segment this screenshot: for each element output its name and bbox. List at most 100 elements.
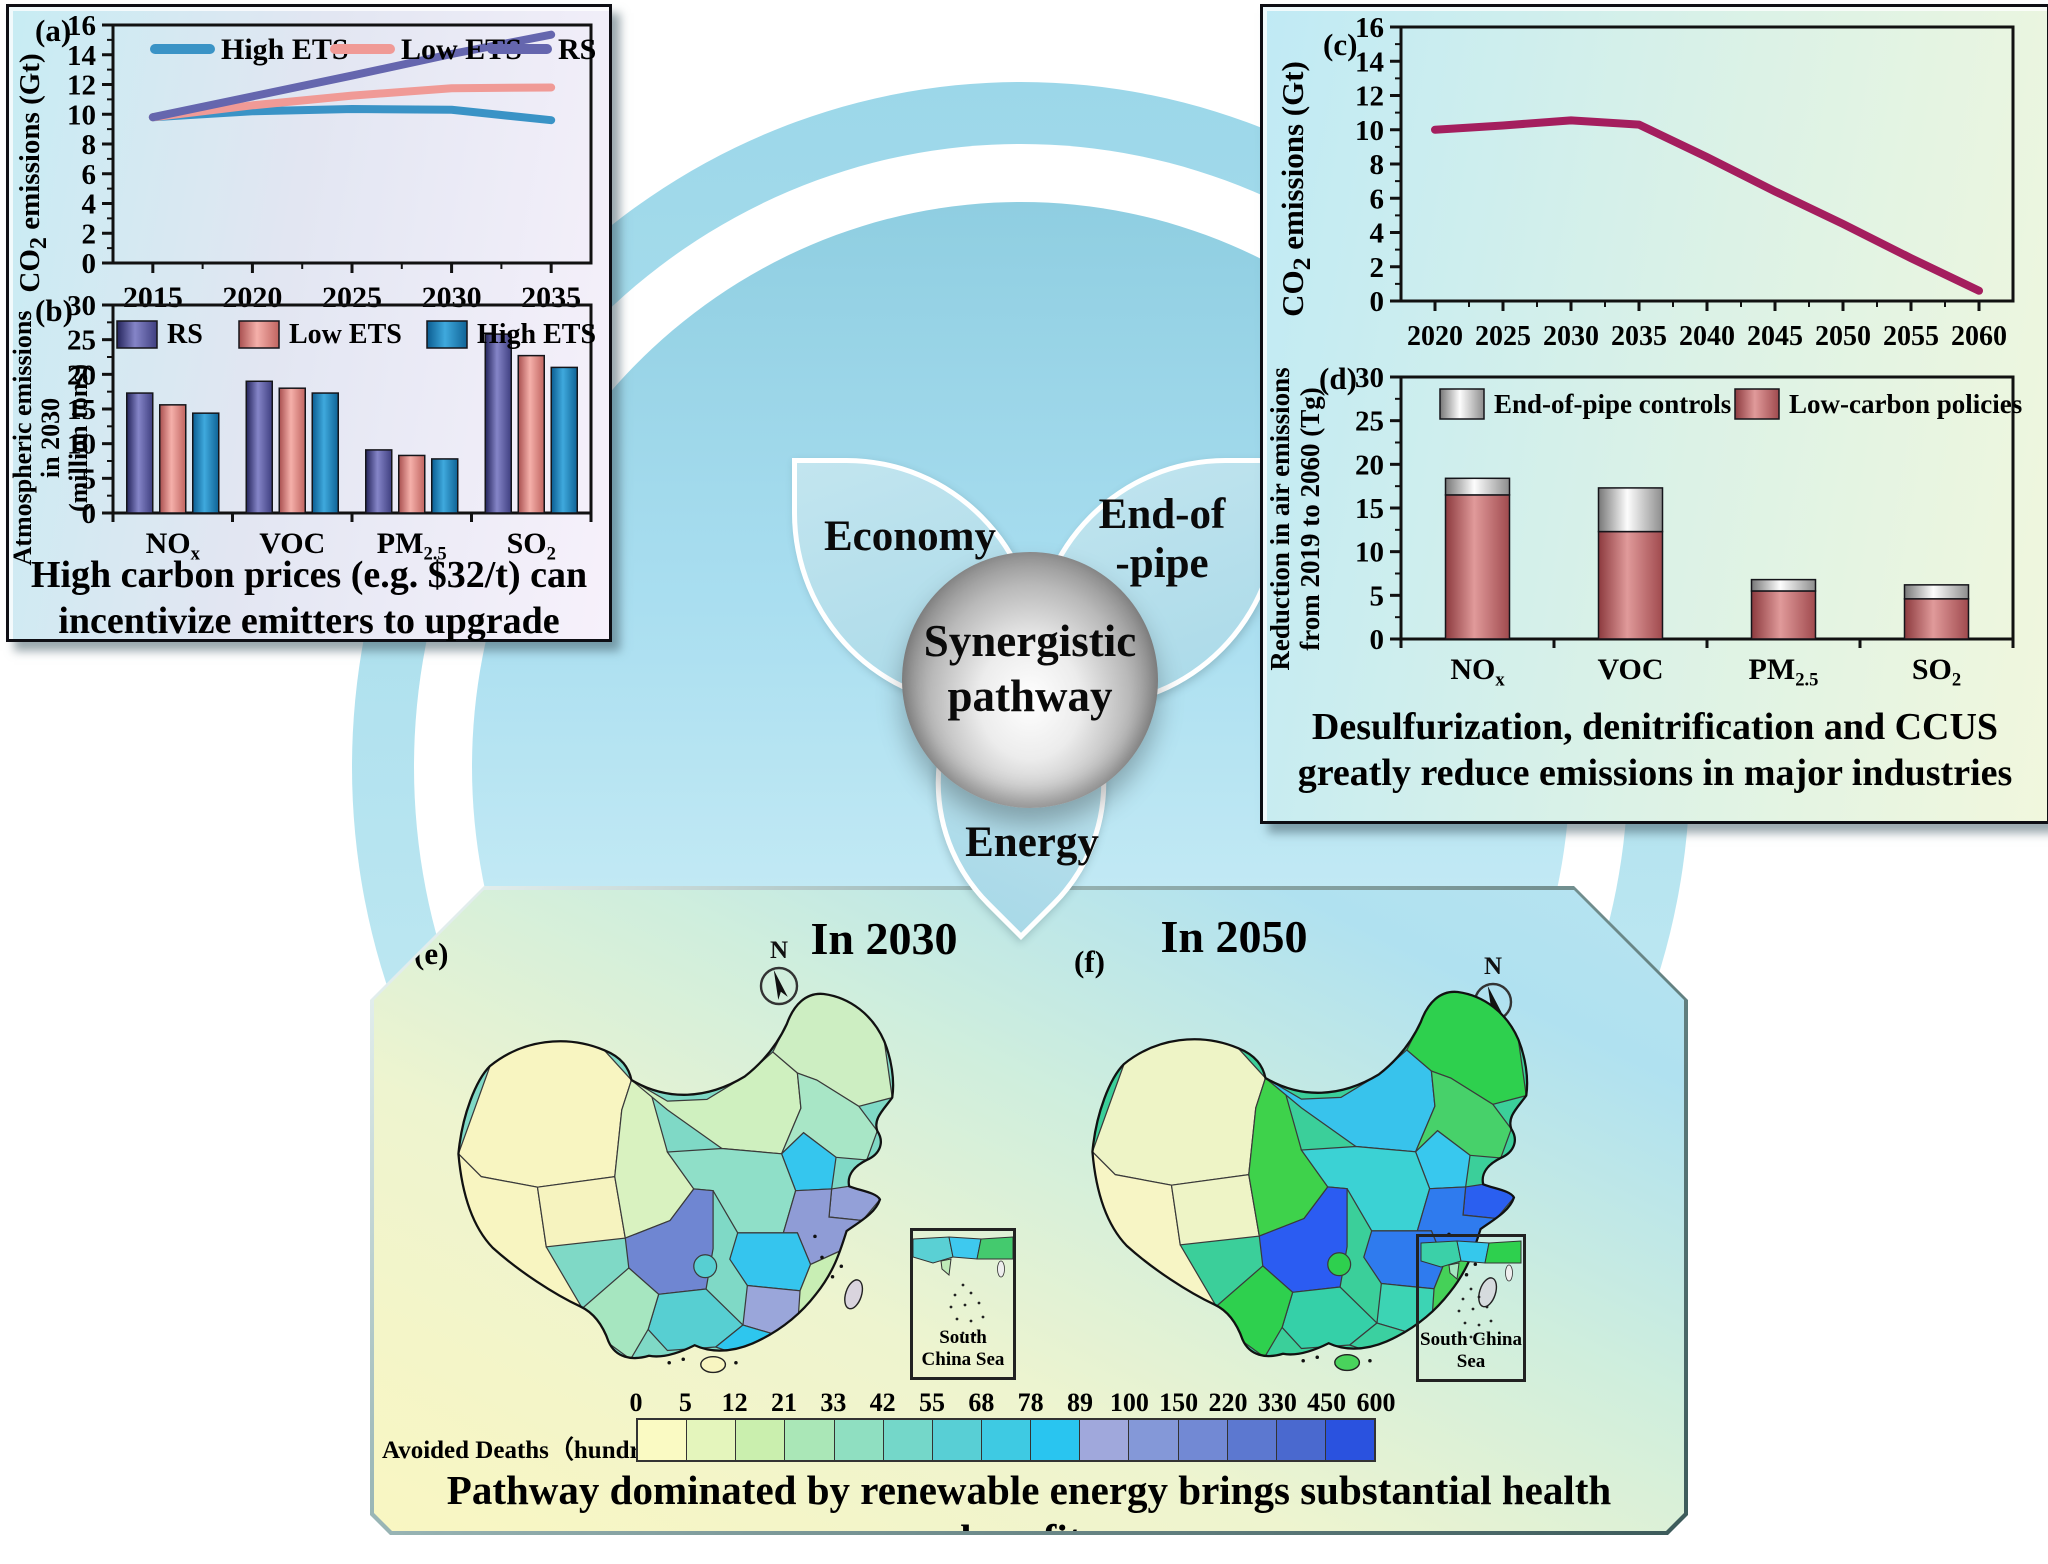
scale-tick-label: 21 xyxy=(771,1388,797,1417)
end-of-pipe-petal-label: End-of -pipe xyxy=(1098,491,1226,587)
scale-tick-label: 5 xyxy=(678,1388,692,1417)
svg-text:High ETS: High ETS xyxy=(221,33,349,66)
emission-reduction-stacked-bar-chart: 0 5 10 15 20 25 30 NOx​ VOC PM2.5​ SO2​ End-of-pipe… xyxy=(1335,362,2035,699)
scale-color-swatch xyxy=(785,1420,834,1460)
svg-text:10: 10 xyxy=(67,429,96,461)
panel-label-c: (c) xyxy=(1323,27,1358,62)
svg-text:2: 2 xyxy=(1370,252,1385,284)
svg-text:5: 5 xyxy=(1370,580,1385,612)
svg-text:30: 30 xyxy=(1355,363,1384,394)
svg-text:RS: RS xyxy=(558,33,596,66)
svg-text:15: 15 xyxy=(67,394,96,426)
svg-text:16: 16 xyxy=(67,10,96,42)
scale-color-swatch xyxy=(1277,1420,1326,1460)
svg-text:2025: 2025 xyxy=(1475,321,1531,352)
scale-tick-label: 68 xyxy=(968,1388,995,1417)
svg-text:5: 5 xyxy=(82,463,97,495)
chart-b-y-axis-title: Atmospheric emissions in 2030 (million to… xyxy=(8,310,93,566)
svg-text:4: 4 xyxy=(1370,218,1385,250)
scale-tick-label: 600 xyxy=(1356,1388,1396,1417)
svg-text:2035: 2035 xyxy=(521,281,581,314)
svg-text:PM2.5​: PM2.5​ xyxy=(1749,653,1819,691)
bottom-caption: Pathway dominated by renewable energy br… xyxy=(446,1467,1612,1563)
economy-petal-label: Economy xyxy=(824,513,996,560)
scale-tick-label: 12 xyxy=(721,1388,748,1417)
health-benefit-panel: (e) In 2030 (f) In 2050 N N xyxy=(374,890,1684,1531)
synergistic-pathway-panel: (c) CO2 emissions (Gt) 0 2 4 6 8 10 12 14 16 2020… xyxy=(1260,4,2048,824)
svg-text:15: 15 xyxy=(1355,493,1384,525)
south-china-sea-label: South China Sea xyxy=(921,1327,1005,1371)
svg-text:12: 12 xyxy=(67,70,96,102)
scale-color-swatch xyxy=(1179,1420,1228,1460)
panel-label-d: (d) xyxy=(1319,361,1357,396)
scale-tick-label: 0 xyxy=(629,1388,643,1417)
svg-text:NOx​: NOx​ xyxy=(146,527,201,565)
svg-text:2030: 2030 xyxy=(1543,321,1599,352)
compass-dial-icon xyxy=(756,963,802,1009)
svg-text:2020: 2020 xyxy=(222,281,282,314)
scale-color-swatch xyxy=(933,1420,982,1460)
svg-text:4: 4 xyxy=(82,189,97,221)
svg-text:25: 25 xyxy=(1355,406,1384,438)
scale-tick-label: 78 xyxy=(1017,1388,1044,1417)
svg-text:2035: 2035 xyxy=(1611,321,1667,352)
svg-text:8: 8 xyxy=(1370,149,1385,181)
svg-text:0: 0 xyxy=(1370,286,1385,318)
scale-color-swatch xyxy=(1326,1420,1374,1460)
svg-text:2025: 2025 xyxy=(322,281,382,314)
svg-text:25: 25 xyxy=(67,325,96,357)
svg-text:Low ETS: Low ETS xyxy=(289,319,402,350)
svg-text:End-of-pipe controls: End-of-pipe controls xyxy=(1494,389,1731,419)
svg-text:VOC: VOC xyxy=(1597,653,1663,686)
scale-color-swatch xyxy=(1080,1420,1129,1460)
svg-text:Low-carbon policies: Low-carbon policies xyxy=(1789,389,2022,419)
avoided-deaths-color-scale xyxy=(636,1418,1376,1462)
svg-text:2055: 2055 xyxy=(1883,321,1939,352)
synergistic-pathway-label: Synergistic pathway xyxy=(923,616,1137,721)
chart-d-y-axis-title: Reduction in air emissions from 2019 to 2… xyxy=(1265,367,1325,671)
svg-text:VOC: VOC xyxy=(259,527,325,560)
scale-color-swatch xyxy=(1031,1420,1080,1460)
panel-label-a: (a) xyxy=(35,13,72,48)
south-china-sea-label: South China Sea xyxy=(1420,1329,1522,1373)
svg-text:NOx​: NOx​ xyxy=(1450,653,1505,691)
svg-text:2015: 2015 xyxy=(123,281,183,314)
svg-text:30: 30 xyxy=(67,295,96,322)
scale-tick-label: 42 xyxy=(869,1388,896,1417)
co2-emissions-pathway-line-chart: 0 2 4 6 8 10 12 14 16 2020 2025 2030 2035 2040 2045 205… xyxy=(1335,11,2035,361)
svg-text:14: 14 xyxy=(1355,46,1384,78)
svg-text:SO2​: SO2​ xyxy=(507,527,556,565)
svg-text:10: 10 xyxy=(1355,115,1384,147)
scale-tick-label: 100 xyxy=(1109,1388,1149,1417)
svg-text:2: 2 xyxy=(82,218,97,250)
svg-text:10: 10 xyxy=(1355,537,1384,569)
scale-tick-label: 33 xyxy=(820,1388,847,1417)
south-china-sea-mini-map xyxy=(1419,1237,1523,1379)
map-f-title: In 2050 xyxy=(1160,911,1308,962)
svg-text:RS: RS xyxy=(167,319,203,350)
svg-text:20: 20 xyxy=(67,359,96,391)
svg-text:6: 6 xyxy=(82,159,97,191)
svg-text:PM2.5​: PM2.5​ xyxy=(377,527,447,565)
svg-text:2020: 2020 xyxy=(1407,321,1463,352)
svg-text:SO2​: SO2​ xyxy=(1912,653,1961,691)
panel-label-b: (b) xyxy=(35,293,73,328)
scale-color-swatch xyxy=(736,1420,785,1460)
svg-text:2030: 2030 xyxy=(422,281,482,314)
svg-text:16: 16 xyxy=(1355,12,1384,44)
svg-text:2060: 2060 xyxy=(1951,321,2007,352)
scale-color-swatch xyxy=(982,1420,1031,1460)
svg-text:0: 0 xyxy=(82,498,97,530)
chart-a-y-axis-title: CO2 emissions (Gt) xyxy=(14,53,52,293)
avoided-deaths-scale-ticks: 0 5 12 21 33 42 55 68 78 89 100 150 220 330 450 600 xyxy=(636,1388,1376,1414)
scale-tick-label: 150 xyxy=(1159,1388,1199,1417)
scale-tick-label: 220 xyxy=(1208,1388,1248,1417)
south-china-sea-mini-map xyxy=(913,1231,1013,1377)
left-caption: High carbon prices (e.g. $32/t) can ince… xyxy=(30,554,588,642)
scale-tick-label: 55 xyxy=(919,1388,945,1417)
compass-north-icon: N xyxy=(756,938,802,1014)
china-choropleth-map-2030 xyxy=(404,952,966,1396)
scale-color-swatch xyxy=(1228,1420,1277,1460)
svg-text:8: 8 xyxy=(82,129,97,161)
